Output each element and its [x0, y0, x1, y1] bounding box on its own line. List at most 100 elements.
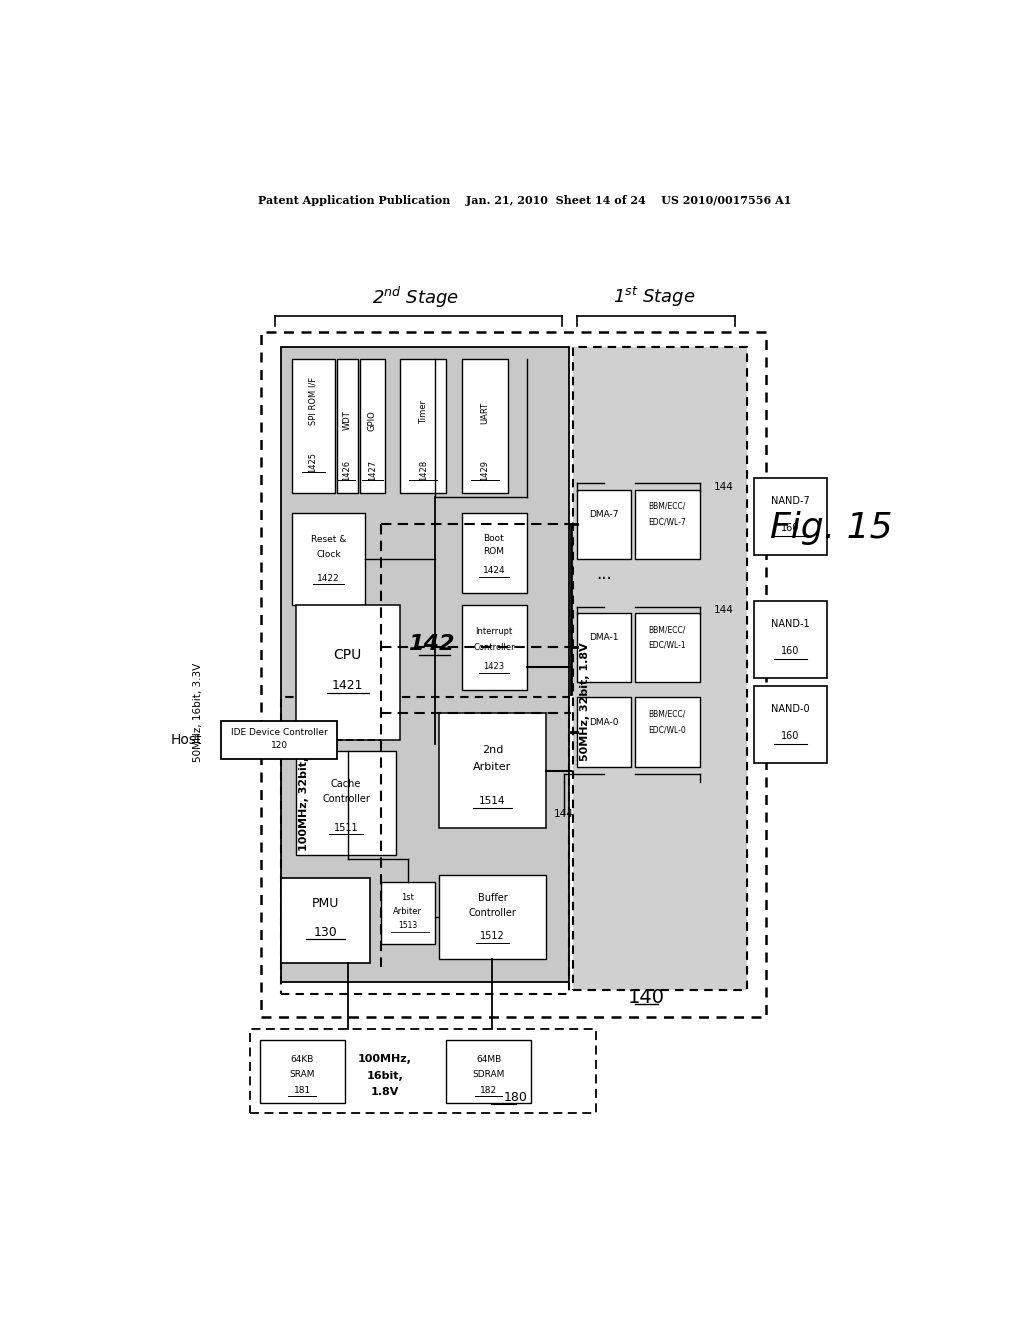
Text: 160: 160 [781, 731, 800, 741]
Bar [578, 697, 631, 767]
Text: 180: 180 [504, 1092, 528, 1105]
Text: Cache: Cache [331, 779, 361, 788]
Bar [282, 878, 370, 964]
Text: PMU: PMU [311, 898, 339, 911]
Text: 2$^{nd}$ Stage: 2$^{nd}$ Stage [372, 284, 459, 310]
Bar [578, 490, 631, 558]
Text: Interrupt: Interrupt [475, 627, 513, 636]
Text: EDC/WL-0: EDC/WL-0 [648, 725, 686, 734]
Text: BBM/ECC/: BBM/ECC/ [648, 626, 686, 634]
Text: Controller: Controller [469, 908, 516, 917]
Text: Clock: Clock [316, 550, 341, 560]
Text: 144: 144 [714, 606, 734, 615]
Text: Arbiter: Arbiter [393, 907, 422, 916]
Text: 140: 140 [628, 989, 665, 1007]
Text: 160: 160 [781, 647, 800, 656]
Bar [635, 697, 700, 767]
Bar [755, 601, 827, 678]
Text: 100MHz,: 100MHz, [357, 1055, 412, 1064]
Bar [462, 512, 527, 594]
Text: 160: 160 [781, 523, 800, 533]
Text: 1514: 1514 [479, 796, 506, 807]
Bar [292, 359, 335, 494]
Text: CPU: CPU [334, 648, 361, 663]
Bar [446, 1040, 531, 1104]
Text: 181: 181 [294, 1085, 311, 1094]
Text: Boot: Boot [483, 533, 505, 543]
Text: 1421: 1421 [332, 680, 364, 693]
Text: NAND-1: NAND-1 [771, 619, 810, 630]
Text: 120: 120 [270, 741, 288, 750]
Text: Buffer: Buffer [477, 892, 507, 903]
Text: ...: ... [596, 565, 612, 583]
Text: 130: 130 [313, 925, 337, 939]
Bar [221, 721, 337, 759]
Text: SRAM: SRAM [290, 1071, 315, 1080]
Text: DMA-7: DMA-7 [590, 510, 618, 519]
Bar [438, 713, 547, 829]
Text: Controller: Controller [473, 643, 515, 652]
Bar [250, 1028, 596, 1113]
Bar [337, 359, 357, 494]
Bar [462, 605, 527, 689]
Text: WDT: WDT [342, 411, 351, 430]
Text: 144: 144 [714, 482, 734, 492]
Text: Arbiter: Arbiter [473, 762, 512, 772]
Text: 64KB: 64KB [291, 1055, 314, 1064]
Bar [755, 686, 827, 763]
Text: 142: 142 [408, 634, 454, 653]
Text: 1512: 1512 [480, 931, 505, 941]
Bar [282, 347, 569, 982]
Text: 1427: 1427 [368, 459, 377, 480]
Bar [292, 512, 366, 605]
Text: DMA-0: DMA-0 [590, 718, 618, 726]
Text: 50MHz, 16bit, 3.3V: 50MHz, 16bit, 3.3V [194, 663, 204, 763]
Text: SDRAM: SDRAM [472, 1071, 505, 1080]
Bar [755, 478, 827, 554]
Bar [260, 1040, 345, 1104]
Text: EDC/WL-7: EDC/WL-7 [648, 517, 686, 527]
Text: EDC/WL-1: EDC/WL-1 [648, 640, 686, 649]
Bar [282, 697, 569, 994]
Text: 16bit,: 16bit, [367, 1072, 403, 1081]
Text: Fig. 15: Fig. 15 [770, 511, 893, 545]
Text: SPI ROM I/F: SPI ROM I/F [308, 378, 317, 425]
Text: 50MHz, 32bit, 1.8V: 50MHz, 32bit, 1.8V [580, 642, 590, 760]
Text: 1st: 1st [401, 894, 414, 902]
Text: 1511: 1511 [334, 824, 358, 833]
Text: 1424: 1424 [482, 566, 505, 574]
Bar [573, 347, 746, 990]
Bar [360, 359, 385, 494]
Text: 64MB: 64MB [476, 1055, 501, 1064]
Text: DMA-1: DMA-1 [590, 632, 618, 642]
Text: IDE Device Controller: IDE Device Controller [230, 727, 328, 737]
Text: Controller: Controller [323, 795, 370, 804]
Text: 2nd: 2nd [481, 744, 503, 755]
Text: 1$^{st}$ Stage: 1$^{st}$ Stage [613, 285, 695, 309]
Text: GPIO: GPIO [368, 409, 377, 430]
Bar [578, 612, 631, 682]
Text: BBM/ECC/: BBM/ECC/ [648, 710, 686, 719]
Text: 144: 144 [554, 809, 574, 820]
Text: Patent Application Publication    Jan. 21, 2010  Sheet 14 of 24    US 2010/00175: Patent Application Publication Jan. 21, … [258, 195, 792, 206]
Text: 1.8V: 1.8V [371, 1086, 398, 1097]
Bar [573, 347, 746, 990]
Text: NAND-7: NAND-7 [771, 496, 810, 506]
Text: 1428: 1428 [419, 459, 428, 480]
Bar [635, 612, 700, 682]
Text: Timer: Timer [419, 400, 428, 425]
Text: 1422: 1422 [317, 574, 340, 582]
Text: Reset &: Reset & [310, 535, 346, 544]
Text: 1513: 1513 [398, 921, 418, 929]
Text: ROM: ROM [483, 546, 505, 556]
Bar [296, 605, 400, 739]
Text: 1423: 1423 [483, 663, 505, 671]
Bar [296, 751, 396, 855]
Bar [635, 490, 700, 558]
Text: 1426: 1426 [342, 459, 351, 480]
Bar [462, 359, 508, 494]
Text: BBM/ECC/: BBM/ECC/ [648, 502, 686, 511]
Text: 1429: 1429 [480, 459, 489, 480]
Bar [438, 875, 547, 960]
Text: UART: UART [480, 401, 489, 424]
